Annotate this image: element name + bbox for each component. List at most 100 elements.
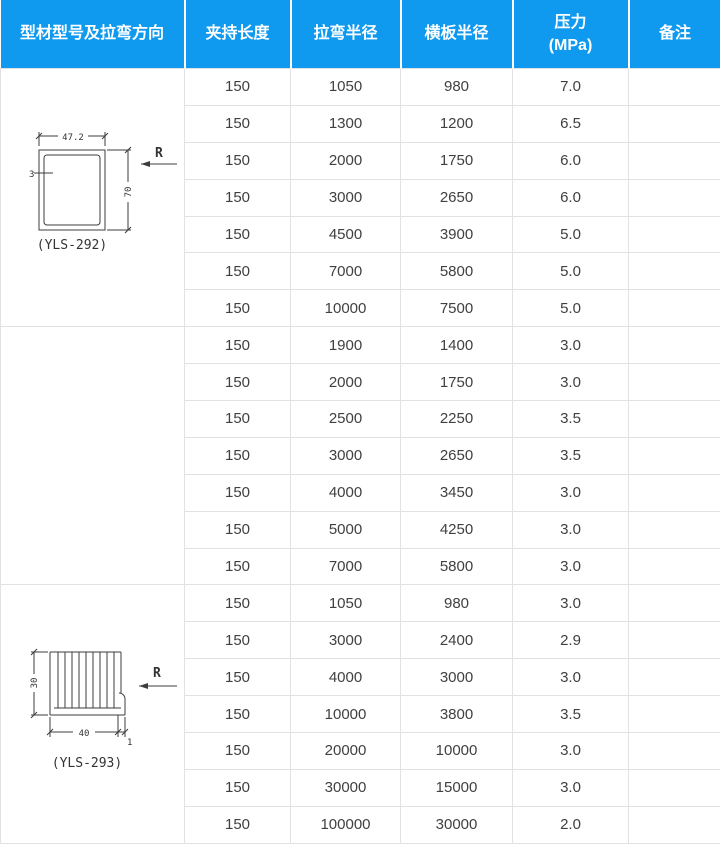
pressure-cell: 3.5 xyxy=(513,437,629,474)
clamp-length-cell: 150 xyxy=(185,216,291,253)
column-header-plate-radius: 横板半径 xyxy=(401,0,513,69)
pressure-unit-label: (MPa) xyxy=(514,34,628,57)
plate-radius-cell: 2650 xyxy=(401,437,513,474)
clamp-length-cell: 150 xyxy=(185,474,291,511)
profile-caption: (YLS-293) xyxy=(52,756,122,771)
radius-arrow-label: R xyxy=(155,146,163,161)
table-row: 47.2 70 3 xyxy=(1,69,720,106)
plate-radius-cell: 1750 xyxy=(401,142,513,179)
dim-width-label: 40 xyxy=(79,729,90,739)
dim-height-label: 30 xyxy=(30,677,40,688)
clamp-length-cell: 150 xyxy=(185,253,291,290)
group-yls-293: 30 40 1 R xyxy=(1,585,720,843)
pressure-cell: 3.0 xyxy=(513,474,629,511)
clamp-length-cell: 150 xyxy=(185,327,291,364)
clamp-length-cell: 150 xyxy=(185,733,291,770)
pressure-cell: 3.0 xyxy=(513,327,629,364)
remark-cell xyxy=(629,142,720,179)
plate-radius-cell: 7500 xyxy=(401,290,513,327)
plate-radius-cell: 5800 xyxy=(401,253,513,290)
bend-radius-cell: 3000 xyxy=(291,622,401,659)
pressure-cell: 3.5 xyxy=(513,696,629,733)
bend-radius-cell: 4000 xyxy=(291,474,401,511)
bend-radius-cell: 2500 xyxy=(291,401,401,438)
clamp-length-cell: 150 xyxy=(185,806,291,843)
clamp-length-cell: 150 xyxy=(185,511,291,548)
bend-radius-cell: 10000 xyxy=(291,696,401,733)
remark-cell xyxy=(629,364,720,401)
pressure-cell: 3.0 xyxy=(513,511,629,548)
bend-radius-cell: 1050 xyxy=(291,69,401,106)
remark-cell xyxy=(629,474,720,511)
remark-cell xyxy=(629,253,720,290)
pressure-cell: 3.0 xyxy=(513,659,629,696)
table-header: 型材型号及拉弯方向 夹持长度 拉弯半径 横板半径 压力 (MPa) 备注 xyxy=(1,0,720,69)
clamp-length-cell: 150 xyxy=(185,622,291,659)
profile-drawing-cell: 30 40 1 R xyxy=(1,585,185,843)
plate-radius-cell: 2400 xyxy=(401,622,513,659)
remark-cell xyxy=(629,585,720,622)
clamp-length-cell: 150 xyxy=(185,364,291,401)
clamp-length-cell: 150 xyxy=(185,179,291,216)
plate-radius-cell: 1200 xyxy=(401,105,513,142)
plate-radius-cell: 3900 xyxy=(401,216,513,253)
pressure-cell: 3.5 xyxy=(513,401,629,438)
plate-radius-cell: 4250 xyxy=(401,511,513,548)
remark-cell xyxy=(629,622,720,659)
clamp-length-cell: 150 xyxy=(185,401,291,438)
table-row: 30 40 1 R xyxy=(1,585,720,622)
pressure-cell: 6.5 xyxy=(513,105,629,142)
pressure-cell: 3.0 xyxy=(513,548,629,585)
dim-wall-label: 3 xyxy=(29,170,34,180)
plate-radius-cell: 15000 xyxy=(401,769,513,806)
bend-radius-cell: 1050 xyxy=(291,585,401,622)
clamp-length-cell: 150 xyxy=(185,437,291,474)
clamp-length-cell: 150 xyxy=(185,548,291,585)
clamp-length-cell: 150 xyxy=(185,142,291,179)
bend-radius-cell: 7000 xyxy=(291,253,401,290)
bend-radius-cell: 4500 xyxy=(291,216,401,253)
bend-radius-cell: 1900 xyxy=(291,327,401,364)
remark-cell xyxy=(629,179,720,216)
plate-radius-cell: 980 xyxy=(401,585,513,622)
remark-cell xyxy=(629,327,720,364)
remark-cell xyxy=(629,733,720,770)
pressure-cell: 2.0 xyxy=(513,806,629,843)
remark-cell xyxy=(629,290,720,327)
pressure-cell: 7.0 xyxy=(513,69,629,106)
profile-drawing-cell: 47.2 70 3 xyxy=(1,69,185,327)
bend-radius-cell: 1300 xyxy=(291,105,401,142)
remark-cell xyxy=(629,659,720,696)
column-header-bend-radius: 拉弯半径 xyxy=(291,0,401,69)
remark-cell xyxy=(629,401,720,438)
remark-cell xyxy=(629,769,720,806)
remark-cell xyxy=(629,696,720,733)
pressure-cell: 2.9 xyxy=(513,622,629,659)
plate-radius-cell: 30000 xyxy=(401,806,513,843)
clamp-length-cell: 150 xyxy=(185,659,291,696)
bend-radius-cell: 10000 xyxy=(291,290,401,327)
column-header-profile: 型材型号及拉弯方向 xyxy=(1,0,185,69)
remark-cell xyxy=(629,437,720,474)
pressure-cell: 6.0 xyxy=(513,179,629,216)
clamp-length-cell: 150 xyxy=(185,585,291,622)
remark-cell xyxy=(629,548,720,585)
pressure-cell: 5.0 xyxy=(513,290,629,327)
plate-radius-cell: 1750 xyxy=(401,364,513,401)
rect-tube-profile-drawing-icon: 47.2 70 3 xyxy=(1,72,185,323)
clamp-length-cell: 150 xyxy=(185,290,291,327)
bend-radius-cell: 30000 xyxy=(291,769,401,806)
clamp-length-cell: 150 xyxy=(185,69,291,106)
pressure-cell: 6.0 xyxy=(513,142,629,179)
plate-radius-cell: 2650 xyxy=(401,179,513,216)
bend-radius-cell: 100000 xyxy=(291,806,401,843)
clamp-length-cell: 150 xyxy=(185,769,291,806)
bend-radius-cell: 2000 xyxy=(291,364,401,401)
header-row: 型材型号及拉弯方向 夹持长度 拉弯半径 横板半径 压力 (MPa) 备注 xyxy=(1,0,720,69)
plate-radius-cell: 5800 xyxy=(401,548,513,585)
bend-radius-cell: 7000 xyxy=(291,548,401,585)
column-header-remark: 备注 xyxy=(629,0,720,69)
pressure-label: 压力 xyxy=(514,11,628,34)
